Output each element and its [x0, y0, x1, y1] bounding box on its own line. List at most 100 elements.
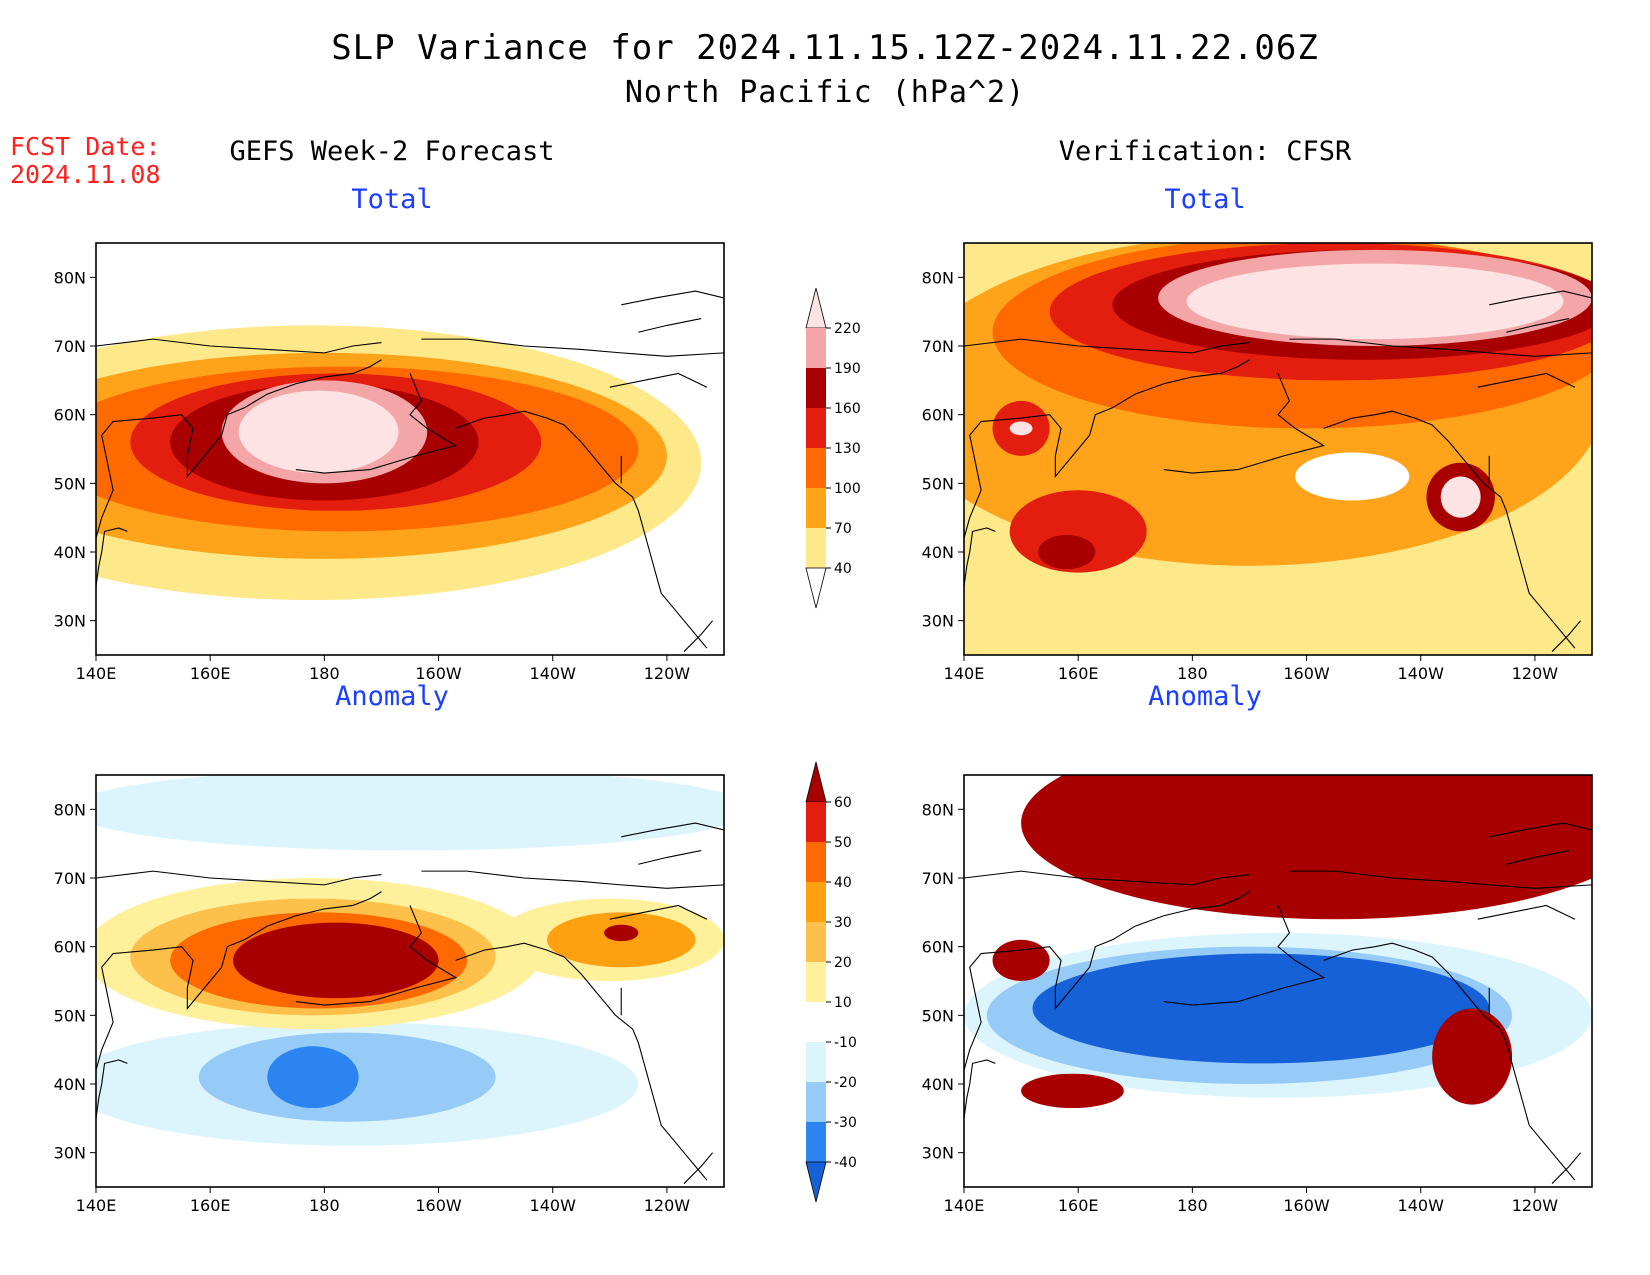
- map-frame: [95, 242, 725, 656]
- column-title-verification: Verification: CFSR: [1058, 136, 1352, 167]
- coastline: [96, 870, 382, 886]
- legend-label: 160: [834, 401, 861, 417]
- field-contour: [1295, 452, 1410, 501]
- lat-tick-label: 80N: [922, 268, 954, 287]
- field-contour: [1021, 775, 1592, 920]
- legend-swatch: [806, 1042, 826, 1082]
- field-contour: [1440, 476, 1481, 518]
- coastline: [1477, 904, 1576, 920]
- lon-tick-label: 160W: [1283, 664, 1330, 683]
- lon-tick-label: 180: [309, 664, 340, 683]
- lat-tick-label: 50N: [54, 474, 86, 493]
- field-contour: [238, 390, 399, 474]
- field-contour: [1009, 421, 1033, 436]
- legend-swatch: [805, 1161, 827, 1203]
- lon-tick-label: 160E: [1058, 664, 1099, 683]
- lat-tick-label: 70N: [922, 869, 954, 888]
- legend-label: 220: [834, 321, 861, 337]
- lon-tick-label: 180: [1177, 664, 1208, 683]
- lat-tick-label: 50N: [54, 1006, 86, 1025]
- field-contour: [1021, 1073, 1124, 1109]
- legend-swatch: [806, 1002, 826, 1042]
- coastline: [964, 1059, 996, 1119]
- legend-label: 130: [834, 441, 861, 457]
- lon-tick-label: 140E: [944, 664, 985, 683]
- lat-tick-label: 30N: [922, 1144, 954, 1163]
- field-contour: [96, 775, 724, 851]
- coastline: [1506, 849, 1570, 865]
- coastline: [295, 905, 458, 1006]
- map-panel-verification-anomaly: 30N 40N 50N 60N 70N 80N 140E 160E 180 160W 140W 120…: [922, 774, 1593, 1215]
- map-frame: [95, 774, 725, 1188]
- coastline: [1477, 372, 1576, 388]
- coastline: [964, 338, 1250, 354]
- coastline: [1489, 290, 1592, 306]
- coastline: [96, 1059, 128, 1119]
- field-contour: [992, 939, 1050, 982]
- coastline: [1323, 410, 1576, 649]
- lat-tick-label: 40N: [54, 543, 86, 562]
- coastline: [609, 904, 708, 920]
- lon-tick-label: 140E: [76, 664, 117, 683]
- coastline: [621, 822, 724, 838]
- map-panel-forecast-total: 30N 40N 50N 60N 70N 80N 140E 160E 180 160W 140W 120…: [54, 242, 725, 683]
- legend-swatch: [806, 328, 826, 368]
- coastline: [1506, 317, 1570, 333]
- coastline: [638, 317, 702, 333]
- lat-tick-label: 60N: [54, 406, 86, 425]
- coastline: [421, 338, 724, 357]
- fcst-date-label: FCST Date:: [10, 132, 161, 161]
- lon-tick-label: 120W: [1512, 1196, 1559, 1215]
- panel-subtitle-verification-total: Total: [1164, 184, 1246, 215]
- coastline: [683, 1152, 714, 1184]
- legend-label: 50: [834, 835, 852, 851]
- lon-tick-label: 180: [1177, 1196, 1208, 1215]
- legend-swatch: [806, 802, 826, 842]
- column-title-forecast: GEFS Week-2 Forecast: [229, 136, 555, 167]
- coastline: [96, 527, 128, 587]
- lon-tick-label: 140W: [1398, 664, 1445, 683]
- legend-label: -30: [834, 1115, 857, 1131]
- main-title: SLP Variance for 2024.11.15.12Z-2024.11.…: [331, 28, 1319, 68]
- legend-swatch: [806, 528, 826, 568]
- legend-label: -40: [834, 1155, 857, 1171]
- lon-tick-label: 120W: [644, 1196, 691, 1215]
- lon-tick-label: 140E: [76, 1196, 117, 1215]
- lat-tick-label: 30N: [54, 612, 86, 631]
- lon-tick-label: 140W: [530, 664, 577, 683]
- lon-tick-label: 160E: [190, 664, 231, 683]
- legend-swatch: [806, 1122, 826, 1162]
- lon-tick-label: 120W: [644, 664, 691, 683]
- legend-label: 60: [834, 795, 852, 811]
- map-frame: [963, 242, 1593, 656]
- legend-label: 30: [834, 915, 852, 931]
- lat-tick-label: 40N: [922, 543, 954, 562]
- legend-swatch: [806, 368, 826, 408]
- main-subtitle: North Pacific (hPa^2): [624, 75, 1026, 110]
- lat-tick-label: 80N: [54, 800, 86, 819]
- coastline: [683, 620, 714, 652]
- lat-tick-label: 60N: [54, 938, 86, 957]
- lat-tick-label: 40N: [54, 1075, 86, 1094]
- lat-tick-label: 70N: [54, 337, 86, 356]
- lat-tick-label: 30N: [54, 1144, 86, 1163]
- lon-tick-label: 180: [309, 1196, 340, 1215]
- legend-swatch: [806, 882, 826, 922]
- coastline: [638, 849, 702, 865]
- lat-tick-label: 30N: [922, 612, 954, 631]
- map-panel-verification-total: 30N 40N 50N 60N 70N 80N 140E 160E 180 160W 140W 120…: [922, 242, 1593, 683]
- coastline: [964, 891, 1250, 1071]
- map-panel-forecast-anomaly: 30N 40N 50N 60N 70N 80N 140E 160E 180 160W 140W 120…: [54, 774, 725, 1215]
- lat-tick-label: 50N: [922, 474, 954, 493]
- legend-swatch: [806, 1082, 826, 1122]
- legend-label: 40: [834, 875, 852, 891]
- legend-swatch: [806, 448, 826, 488]
- map-frame: [963, 774, 1593, 1188]
- panel-subtitle-forecast-anomaly: Anomaly: [335, 681, 449, 712]
- field-contour: [1038, 534, 1096, 570]
- panel-subtitle-verification-anomaly: Anomaly: [1148, 681, 1262, 712]
- lon-tick-label: 140W: [1398, 1196, 1445, 1215]
- coastline: [1163, 373, 1326, 474]
- legend-swatch: [806, 842, 826, 882]
- coastline: [964, 870, 1250, 886]
